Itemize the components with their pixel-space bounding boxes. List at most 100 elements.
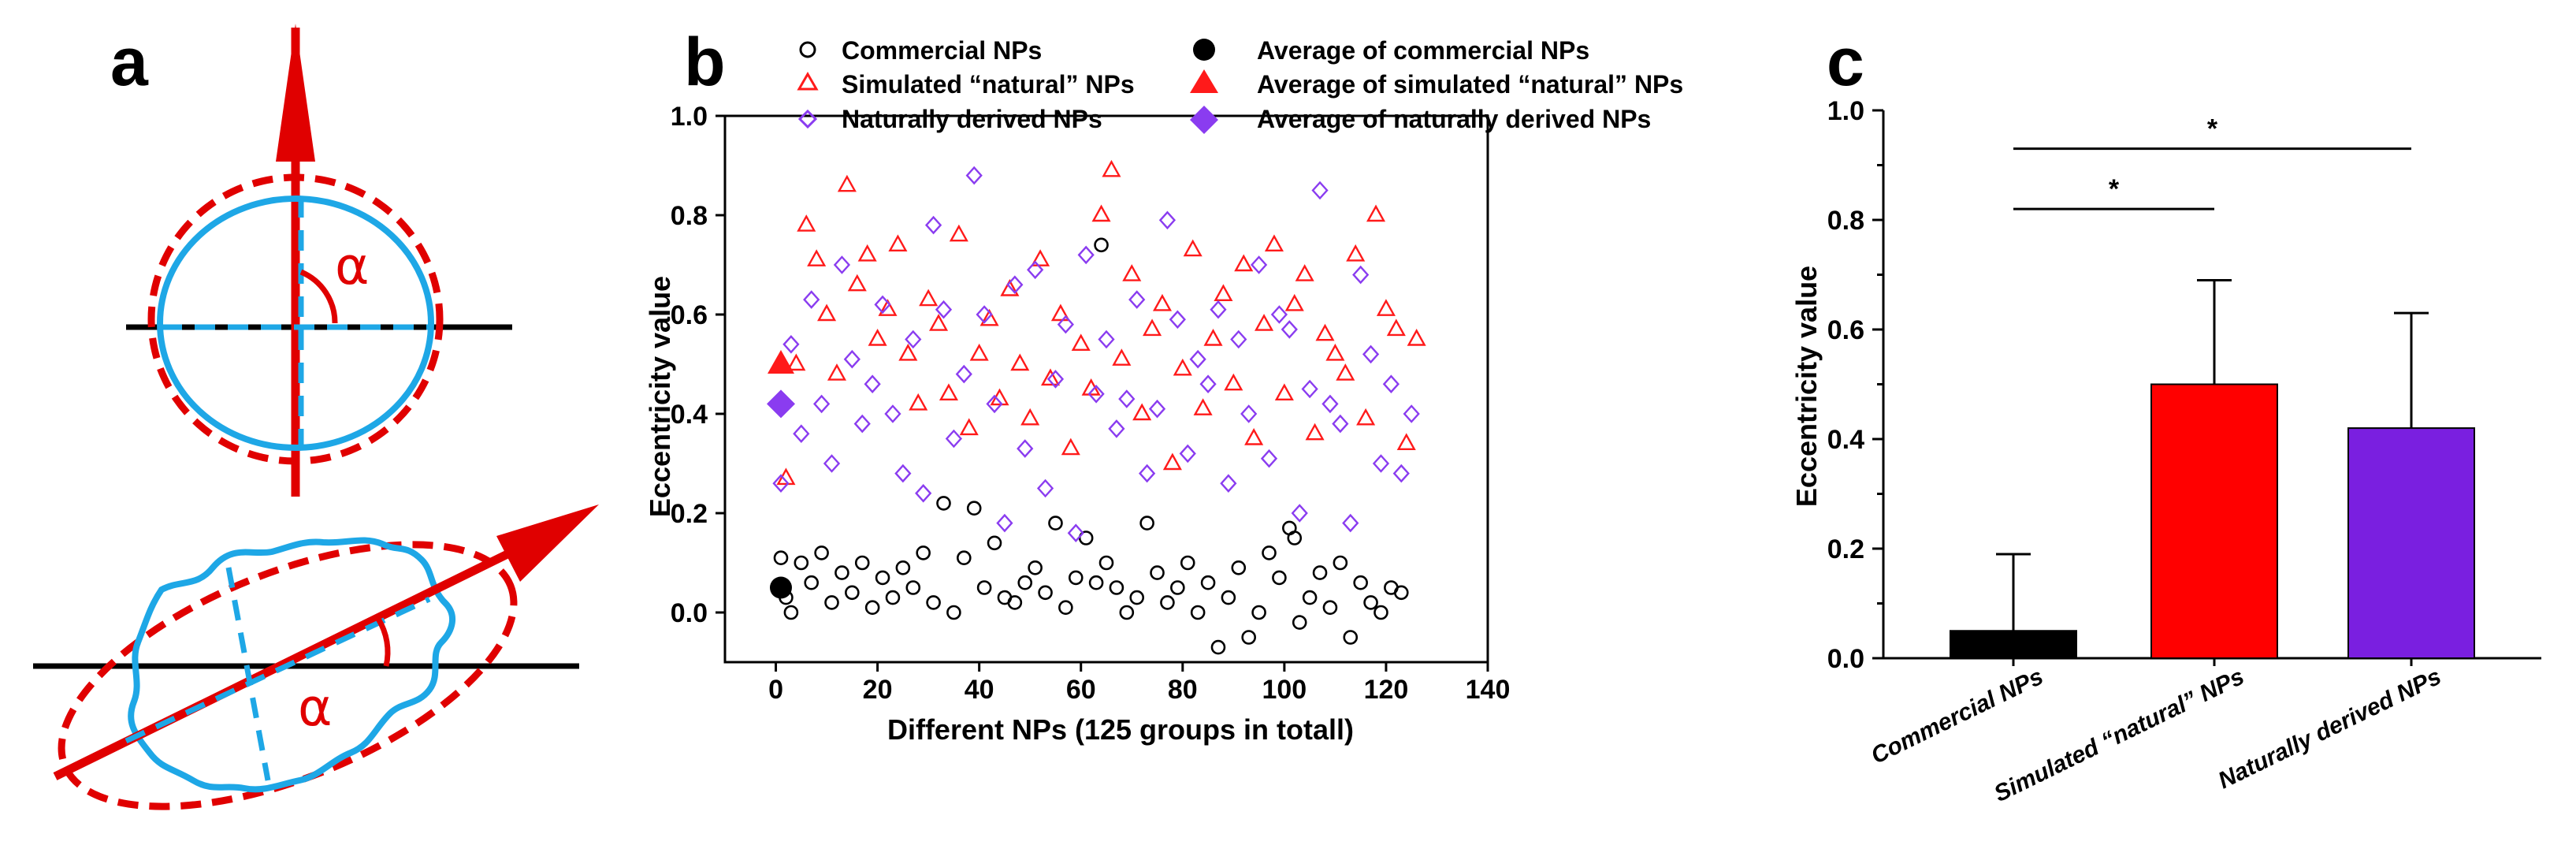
natural-point	[1046, 370, 1065, 389]
commercial-point	[1150, 565, 1165, 580]
commercial-point	[1373, 605, 1388, 620]
simulated-point	[817, 303, 837, 322]
natural-point	[894, 464, 912, 483]
simulated-point	[1295, 264, 1314, 281]
simulated-point	[1132, 403, 1152, 421]
simulated-point	[898, 343, 918, 361]
legend-label-simulated: Simulated “natural” NPs	[842, 70, 1135, 99]
commercial-point	[1180, 555, 1195, 571]
simulated-point	[1376, 299, 1396, 316]
commercial-point	[845, 585, 860, 601]
natural-point	[793, 424, 810, 443]
simulated-point	[878, 299, 898, 316]
natural-point	[1098, 329, 1115, 349]
natural-point	[1199, 374, 1217, 393]
natural-point	[1067, 523, 1084, 542]
natural-point	[1362, 344, 1380, 364]
simulated-point	[1040, 368, 1061, 386]
legend-marker-avg-commercial	[1193, 39, 1215, 61]
bar-category-label: Commercial NPs	[1867, 664, 2047, 769]
natural-point	[1118, 389, 1136, 408]
simulated-point	[1112, 348, 1132, 366]
scatter-plot-frame	[723, 114, 1489, 664]
simulated-point	[1173, 358, 1192, 376]
natural-point	[905, 329, 922, 349]
outline-red-dashed	[147, 173, 444, 465]
simulated-point	[857, 244, 877, 262]
commercial-point	[1068, 570, 1084, 586]
legend-marker-simulated	[797, 72, 819, 91]
commercial-point	[1200, 575, 1216, 590]
simulated-point	[1122, 264, 1142, 281]
legend-marker-avg-natural	[1190, 106, 1218, 134]
commercial-point	[926, 595, 941, 610]
natural-point	[935, 300, 953, 319]
y-tick-label: 0.8	[671, 201, 708, 231]
series-circle	[773, 237, 1409, 655]
simulated-point	[827, 363, 847, 381]
bar-y-tick-label: 0.2	[1827, 534, 1864, 564]
simulated-point	[1162, 452, 1182, 471]
simulated-point	[969, 343, 989, 361]
natural-point	[1087, 385, 1105, 404]
commercial-point	[1160, 595, 1175, 610]
natural-point	[1332, 414, 1349, 434]
legend-item-natural: Naturally derived NPs	[797, 105, 1102, 133]
commercial-point	[916, 545, 931, 560]
arrow-head-diagonal	[496, 504, 599, 582]
commercial-point	[1007, 595, 1023, 610]
commercial-point	[875, 570, 890, 586]
panel-c-label: c	[1827, 24, 1864, 100]
simulated-point	[949, 224, 968, 242]
natural-point	[976, 305, 993, 324]
commercial-point	[1109, 580, 1124, 595]
y-tick-label: 0.6	[671, 300, 708, 330]
simulated-point	[1152, 293, 1173, 311]
natural-point	[1027, 260, 1044, 280]
simulated-point	[1193, 398, 1213, 415]
angle-symbol: α	[298, 677, 333, 738]
angle-symbol: α	[335, 236, 370, 296]
commercial-point	[1343, 630, 1359, 645]
natural-point	[924, 215, 942, 235]
x-tick-label: 120	[1364, 675, 1409, 705]
simulated-point	[1386, 318, 1406, 337]
commercial-point	[854, 555, 870, 571]
natural-point	[853, 414, 871, 434]
series-triangle	[776, 159, 1426, 486]
panel-b-scatter: b 0 20 40 60 80 100 120 140 0.0 0.2 0.4 0.6 0.8 1.0 D…	[644, 24, 1683, 746]
simulated-point	[1305, 423, 1325, 441]
commercial-point	[1119, 605, 1135, 620]
commercial-point	[1333, 555, 1348, 571]
simulated-point	[1143, 318, 1162, 337]
commercial-point	[1038, 585, 1053, 601]
legend-label-commercial: Commercial NPs	[842, 36, 1042, 65]
scatter-y-axis-title: Eccentricity value	[644, 276, 676, 517]
natural-point	[1250, 255, 1268, 274]
natural-point	[782, 335, 800, 354]
x-tick-label: 140	[1466, 675, 1511, 705]
commercial-point	[1129, 590, 1145, 605]
natural-point	[1270, 305, 1288, 324]
natural-point	[1158, 210, 1176, 230]
natural-point	[884, 404, 901, 423]
commercial-point	[936, 496, 951, 511]
natural-point	[1392, 464, 1410, 483]
simulated-point	[1010, 353, 1030, 371]
y-tick-label: 0.4	[671, 400, 708, 430]
significance-star: *	[2207, 114, 2218, 144]
legend-item-avg-natural: Average of naturally derived NPs	[1190, 105, 1651, 134]
natural-point	[1403, 404, 1420, 423]
natural-point	[1057, 315, 1074, 334]
simulated-point	[1234, 254, 1254, 272]
commercial-point	[966, 501, 982, 516]
simulated-point	[1183, 239, 1203, 257]
simulated-point	[807, 249, 827, 266]
blue-dashed-minor	[225, 567, 271, 781]
simulated-point	[1407, 329, 1426, 346]
natural-point	[1169, 310, 1186, 329]
commercial-point	[1287, 531, 1303, 545]
bar	[2150, 383, 2278, 659]
bar	[1950, 630, 2077, 659]
